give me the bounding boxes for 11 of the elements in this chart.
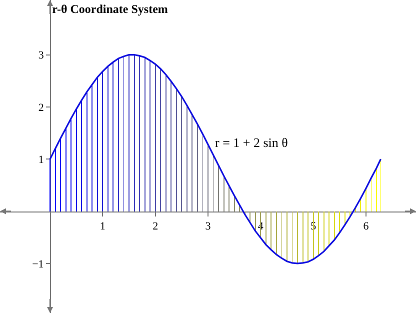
x-tick-label: 1 bbox=[100, 220, 106, 233]
line-series bbox=[49, 54, 382, 264]
x-tick-label: 6 bbox=[363, 220, 370, 233]
y-tick-label: 3 bbox=[38, 50, 44, 62]
x-tick-label: 2 bbox=[152, 220, 158, 233]
chart-title: r-θ Coordinate System bbox=[52, 2, 168, 16]
y-tick-label: −1 bbox=[32, 258, 44, 270]
y-tick-label: 2 bbox=[38, 102, 44, 114]
x-tick-label: 3 bbox=[205, 220, 212, 233]
annotation: r = 1 + 2 sin θ bbox=[215, 135, 288, 150]
y-tick-label: 1 bbox=[38, 154, 44, 166]
